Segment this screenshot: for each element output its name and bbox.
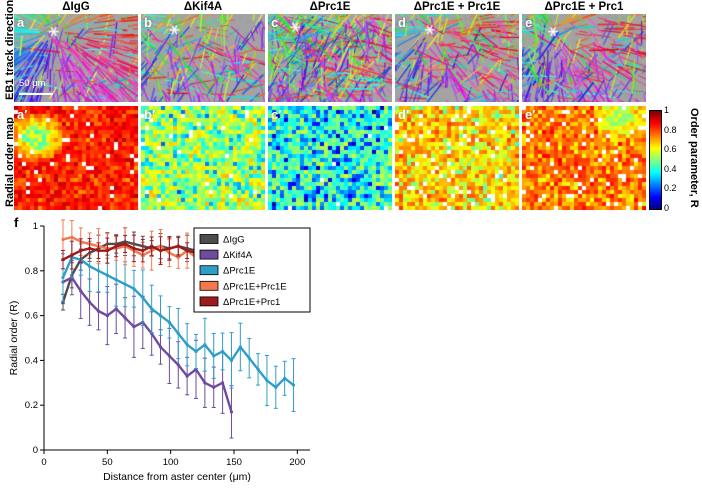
eb1-track-image-d	[395, 14, 519, 102]
radial-order-map-c	[268, 106, 392, 210]
scale-bar-label: 50 μm	[19, 78, 46, 89]
panel-letter-f: f	[14, 215, 19, 230]
order-map-panel-c: c′	[268, 106, 392, 210]
order-map-panel-b: b′	[141, 106, 265, 210]
svg-text:ΔKif4A: ΔKif4A	[223, 250, 253, 261]
colorbar-tick-0-4: 0.4	[664, 164, 677, 174]
eb1-track-image-c	[268, 14, 392, 102]
eb1-panel-e: e	[522, 14, 646, 102]
colorbar-tick-0-2: 0.2	[664, 183, 677, 193]
colorbar-tick-1: 1	[664, 105, 670, 115]
radial-order-map-e	[522, 106, 646, 210]
radial-order-map-a	[14, 106, 138, 210]
panel-letter-d-prime: d′	[398, 107, 410, 122]
panel-letter-b-prime: b′	[144, 107, 156, 122]
svg-text:ΔPrc1E+Prc1E: ΔPrc1E+Prc1E	[223, 281, 287, 292]
svg-text:Distance from aster center (μm: Distance from aster center (μm)	[103, 471, 251, 483]
radial-order-chart: 0 50 100 150 200 0 0.2 0.4 0.6 0.8 1 Radial order (…	[8, 219, 311, 483]
svg-text:0.8: 0.8	[25, 266, 38, 277]
radial-order-map-b	[141, 106, 265, 210]
order-map-panel-a: a′	[14, 106, 138, 210]
eb1-track-image-e	[522, 14, 646, 102]
svg-text:200: 200	[289, 457, 305, 468]
svg-text:0.6: 0.6	[25, 311, 38, 322]
eb1-panel-a: a 50 μm	[14, 14, 138, 102]
svg-text:1: 1	[33, 221, 38, 232]
svg-text:0: 0	[41, 457, 46, 468]
svg-text:150: 150	[226, 457, 242, 468]
eb1-panel-c: c	[268, 14, 392, 102]
colorbar-gradient	[650, 111, 661, 209]
panel-letter-d: d	[398, 15, 406, 30]
colorbar-tick-0: 0	[664, 203, 670, 213]
svg-text:0: 0	[33, 445, 38, 456]
svg-text:Radial order (R): Radial order (R)	[8, 301, 20, 376]
panel-letter-b: b	[144, 15, 152, 30]
eb1-panel-b: b	[141, 14, 265, 102]
eb1-track-image-a	[14, 14, 138, 102]
panel-letter-a: a	[17, 15, 25, 30]
svg-text:ΔPrc1E+Prc1: ΔPrc1E+Prc1	[223, 297, 280, 308]
svg-text:100: 100	[163, 457, 179, 468]
colorbar-tick-0-8: 0.8	[664, 125, 677, 135]
svg-text:ΔPrc1E: ΔPrc1E	[223, 266, 255, 277]
eb1-track-image-b	[141, 14, 265, 102]
colorbar	[649, 110, 662, 210]
radial-order-map-d	[395, 106, 519, 210]
order-map-panel-e: e′	[522, 106, 646, 210]
svg-text:0.4: 0.4	[25, 355, 38, 366]
panel-title-d: ΔPrc1E + Prc1E	[413, 1, 501, 13]
eb1-panel-d: d	[395, 14, 519, 102]
panel-letter-c: c	[271, 15, 279, 30]
panel-letter-c-prime: c′	[271, 107, 282, 122]
scale-bar	[19, 92, 53, 95]
panel-title-e: ΔPrc1E + Prc1	[544, 1, 624, 13]
panel-title-b: ΔKif4A	[183, 1, 223, 13]
svg-text:ΔIgG: ΔIgG	[223, 235, 245, 246]
colorbar-label: Order parameter, R	[688, 108, 700, 208]
order-map-panel-d: d′	[395, 106, 519, 210]
colorbar-tick-0-6: 0.6	[664, 144, 677, 154]
svg-text:0.2: 0.2	[25, 400, 38, 411]
panel-title-a: ΔIgG	[62, 1, 90, 13]
panel-letter-a-prime: a′	[17, 107, 28, 122]
panel-letter-e-prime: e′	[525, 107, 536, 122]
svg-text:50: 50	[102, 457, 113, 468]
radial-order-chart-box: 0 50 100 150 200 0 0.2 0.4 0.6 0.8 1 Radial order (…	[6, 214, 326, 494]
panel-title-c: ΔPrc1E	[309, 1, 351, 13]
panel-letter-e: e	[525, 15, 533, 30]
